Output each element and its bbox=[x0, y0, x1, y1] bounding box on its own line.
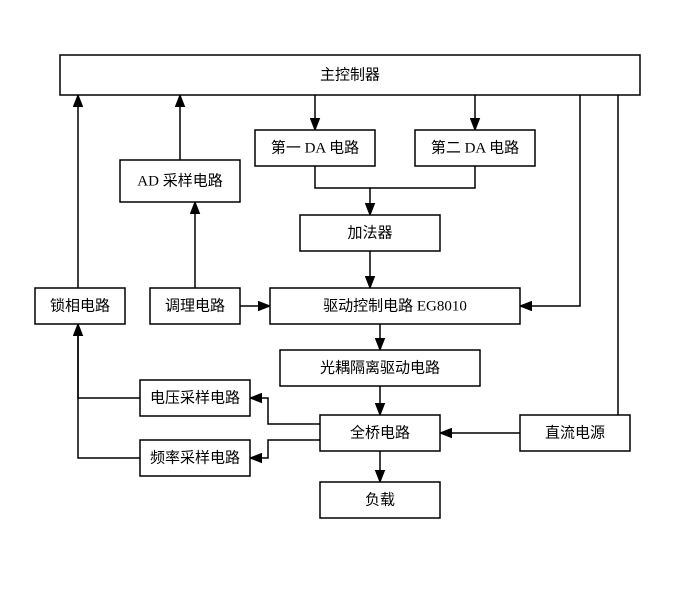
edge-17 bbox=[78, 324, 140, 398]
node-dc: 直流电源 bbox=[520, 415, 630, 451]
node-label-opto: 光耦隔离驱动电路 bbox=[320, 359, 440, 376]
node-main: 主控制器 bbox=[60, 55, 640, 95]
edge-2 bbox=[315, 166, 370, 215]
node-da1: 第一 DA 电路 bbox=[255, 130, 375, 166]
node-drv: 驱动控制电路 EG8010 bbox=[270, 288, 520, 324]
node-label-da1: 第一 DA 电路 bbox=[271, 138, 359, 156]
node-label-drv: 驱动控制电路 EG8010 bbox=[323, 297, 467, 314]
edge-10 bbox=[618, 95, 630, 433]
node-label-bridge: 全桥电路 bbox=[350, 423, 410, 441]
node-cond: 调理电路 bbox=[150, 288, 240, 324]
node-label-cond: 调理电路 bbox=[165, 297, 225, 314]
node-label-dc: 直流电源 bbox=[545, 424, 605, 441]
node-label-load: 负载 bbox=[365, 491, 395, 508]
node-label-pll: 锁相电路 bbox=[50, 297, 110, 314]
edge-3 bbox=[370, 166, 475, 188]
node-bridge: 全桥电路 bbox=[320, 415, 440, 451]
node-load: 负载 bbox=[320, 482, 440, 518]
node-vsamp: 电压采样电路 bbox=[140, 380, 250, 416]
node-label-adder: 加法器 bbox=[347, 224, 392, 241]
node-label-vsamp: 电压采样电路 bbox=[150, 389, 240, 406]
node-opto: 光耦隔离驱动电路 bbox=[280, 350, 480, 386]
node-label-da2: 第二 DA 电路 bbox=[431, 138, 519, 156]
node-adder: 加法器 bbox=[300, 215, 440, 251]
node-ad: AD 采样电路 bbox=[120, 160, 240, 202]
node-pll: 锁相电路 bbox=[35, 288, 125, 324]
node-label-ad: AD 采样电路 bbox=[137, 172, 222, 189]
node-label-main: 主控制器 bbox=[320, 66, 380, 83]
node-fsamp: 频率采样电路 bbox=[140, 440, 250, 476]
edge-16 bbox=[250, 440, 320, 458]
edge-9 bbox=[520, 95, 580, 306]
node-da2: 第二 DA 电路 bbox=[415, 130, 535, 166]
edge-15 bbox=[250, 398, 320, 424]
node-label-fsamp: 频率采样电路 bbox=[150, 449, 240, 466]
edge-18 bbox=[78, 324, 140, 458]
